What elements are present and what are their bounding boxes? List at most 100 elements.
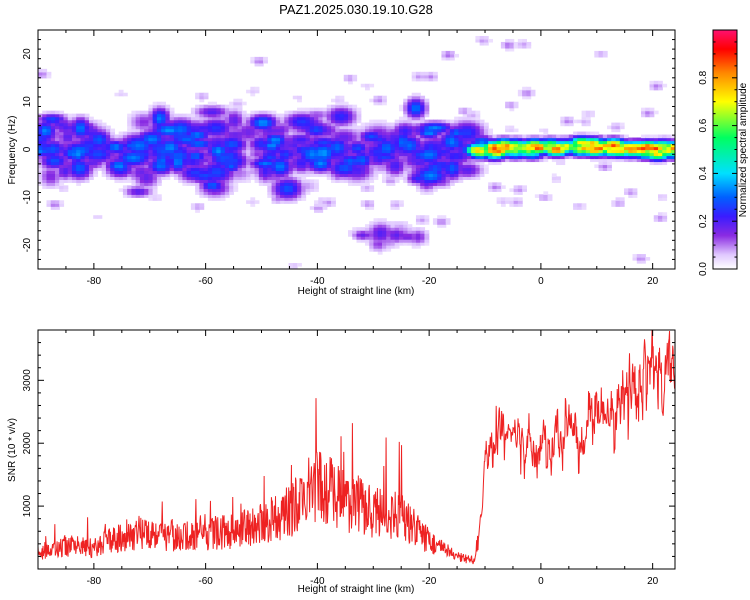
heatmap-cell (263, 173, 268, 177)
heatmap-cell (326, 176, 332, 180)
heatmap-cell (454, 155, 460, 160)
heatmap-cell (445, 179, 451, 183)
heatmap-cell (314, 158, 319, 163)
heatmap-cell (445, 140, 451, 145)
heatmap-cell (658, 137, 663, 142)
heatmap-cell (250, 140, 256, 145)
heatmap-cell (144, 170, 150, 174)
heatmap-cell (573, 155, 578, 160)
heatmap-cell (415, 110, 421, 115)
heatmap-cell (241, 167, 247, 172)
heatmap-cell (199, 191, 205, 195)
heatmap-cell (237, 179, 243, 183)
heatmap-cell (475, 158, 481, 163)
heatmap-cell (318, 137, 324, 142)
heatmap-cell (377, 161, 383, 166)
heatmap-cell (428, 167, 434, 172)
heatmap-cell (407, 101, 413, 106)
heatmap-cell (237, 101, 243, 106)
heatmap-cell (258, 158, 264, 163)
heatmap-cell (483, 167, 489, 172)
heatmap-cell (54, 173, 60, 177)
heatmap-cell (437, 134, 443, 139)
heatmap-cell (59, 176, 65, 180)
heatmap-cell (326, 122, 332, 127)
heatmap-cell (297, 170, 302, 174)
heatmap-cell (432, 149, 438, 154)
heatmap-cell (59, 113, 65, 118)
heatmap-cell (220, 179, 226, 183)
heatmap-cell (513, 104, 519, 109)
heatmap-cell (105, 128, 111, 133)
heatmap-cell (488, 182, 493, 186)
heatmap-cell (526, 95, 532, 100)
heatmap-cell (275, 179, 281, 183)
heatmap-cell (216, 188, 222, 192)
heatmap-cell (505, 125, 510, 130)
heatmap-cell (165, 173, 171, 177)
heatmap-cell (356, 164, 362, 169)
heatmap-cell (38, 125, 43, 130)
heatmap-cell (314, 206, 319, 210)
heatmap-cell (305, 119, 311, 124)
heatmap-cell (407, 224, 413, 228)
heatmap-cell (71, 134, 77, 139)
heatmap-cell (462, 161, 468, 166)
heatmap-cell (250, 122, 256, 127)
heatmap-cell (568, 149, 574, 154)
heatmap-cell (275, 191, 281, 195)
heatmap-cell (381, 173, 387, 177)
heatmap-cell (38, 116, 43, 121)
heatmap-cell (415, 134, 421, 139)
heatmap-cell (369, 224, 375, 228)
heatmap-cell (437, 158, 443, 163)
heatmap-cell (411, 77, 417, 82)
heatmap-cell (148, 173, 154, 177)
heatmap-cell (411, 113, 417, 118)
heatmap-cell (288, 200, 294, 204)
heatmap-cell (280, 161, 285, 166)
heatmap-cell (224, 164, 230, 169)
heatmap-cell (233, 140, 239, 145)
heatmap-cell (127, 173, 133, 177)
heatmap-cell (403, 155, 409, 160)
heatmap-cell (424, 242, 430, 246)
heatmap-cell (445, 158, 451, 163)
heatmap-cell (152, 137, 158, 142)
heatmap-cell (284, 161, 290, 166)
heatmap-cell (441, 146, 447, 151)
heatmap-cell (475, 38, 481, 43)
heatmap-cell (411, 236, 417, 240)
heatmap-cell (182, 182, 188, 186)
heatmap-cell (415, 215, 421, 219)
heatmap-cell (483, 125, 489, 130)
heatmap-cell (364, 86, 370, 91)
heatmap-cell (152, 116, 158, 121)
heatmap-cell (662, 140, 668, 145)
heatmap-cell (288, 164, 294, 169)
heatmap-cell (284, 182, 290, 186)
heatmap-cell (517, 143, 523, 148)
heatmap-cell (390, 233, 396, 237)
heatmap-cell (297, 263, 302, 267)
heatmap-cell (343, 149, 349, 154)
heatmap-cell (139, 158, 145, 163)
heatmap-cell (178, 146, 183, 151)
heatmap-cell (267, 149, 273, 154)
heatmap-cell (212, 131, 217, 136)
heatmap-cell (110, 143, 116, 148)
heatmap-cell (122, 92, 128, 97)
heatmap-cell (428, 191, 434, 195)
heatmap-cell (182, 137, 188, 142)
heatmap-cell (331, 173, 336, 177)
heatmap-cell (343, 167, 349, 172)
heatmap-cell (343, 116, 349, 121)
heatmap-cell (271, 155, 277, 160)
heatmap-cell (352, 176, 358, 180)
heatmap-cell (148, 134, 154, 139)
heatmap-cell (267, 182, 273, 186)
heatmap-cell (199, 128, 205, 133)
heatmap-cell (258, 56, 264, 61)
heatmap-cell (526, 134, 532, 139)
heatmap-cell (173, 113, 179, 118)
